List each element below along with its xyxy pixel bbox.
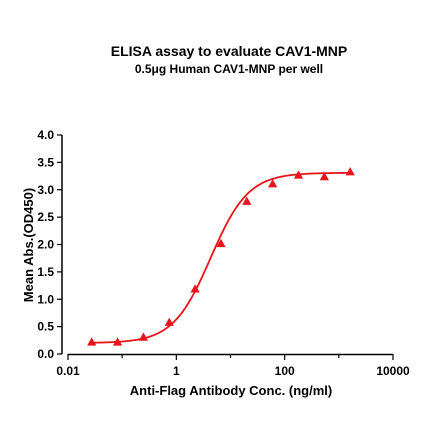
data-point-triangle [87, 337, 97, 346]
data-points-group [87, 167, 355, 346]
chart-subtitle: 0.5μg Human CAV1-MNP per well [135, 62, 323, 76]
y-tick-label: 0.0 [37, 347, 54, 361]
data-point-triangle [319, 172, 329, 181]
y-tick-label: 1.5 [37, 265, 54, 279]
data-point-triangle [138, 332, 149, 341]
x-tick-label: 0.01 [56, 364, 80, 378]
y-tick-label: 1.0 [37, 292, 54, 306]
data-point-triangle [345, 167, 355, 176]
y-axis-label: Mean Abs.(OD450) [21, 188, 36, 302]
fit-curve-group [91, 171, 351, 344]
chart-title: ELISA assay to evaluate CAV1-MNP [111, 43, 348, 59]
data-point-triangle [112, 337, 123, 346]
data-point-triangle [293, 170, 304, 179]
fit-curve-line [91, 171, 351, 344]
y-tick-label: 3.0 [37, 183, 54, 197]
x-tick-label: 100 [275, 364, 295, 378]
axes: 0.0 0.5 1.0 1.5 2.0 2.5 3.0 3.5 4.0 0.01 1 100 10000 [37, 128, 410, 378]
x-axis-label: Anti-Flag Antibody Conc. (ng/ml) [130, 383, 332, 398]
data-point-triangle [242, 196, 252, 205]
x-tick-label: 10000 [376, 364, 410, 378]
y-tick-label: 3.5 [37, 155, 54, 169]
y-tick-label: 2.0 [37, 238, 54, 252]
data-point-triangle [268, 179, 278, 188]
y-tick-label: 2.5 [37, 210, 54, 224]
data-point-triangle [164, 317, 174, 326]
y-tick-label: 4.0 [37, 128, 54, 142]
y-tick-label: 0.5 [37, 320, 54, 334]
data-point-triangle [216, 238, 226, 248]
data-point-triangle [190, 284, 200, 293]
x-tick-label: 1 [173, 364, 180, 378]
